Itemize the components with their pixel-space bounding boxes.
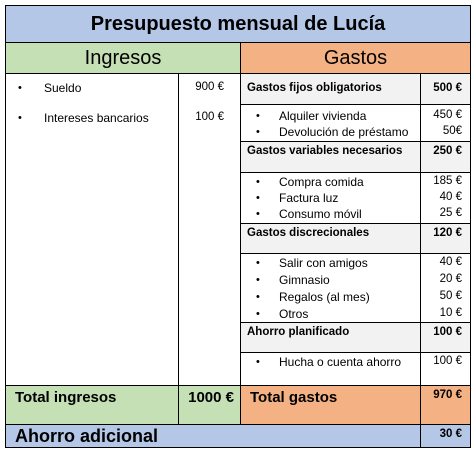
bullet-icon: •	[256, 291, 260, 303]
expense-items-cell: • Compra comida • Factura luz • Consumo …	[240, 172, 421, 224]
expense-group-name-cell: Gastos discrecionales	[240, 223, 421, 254]
extra-savings-label: Ahorro adicional	[15, 426, 159, 446]
total-expenses-amount: 970 €	[433, 389, 462, 401]
bullet-icon: •	[256, 356, 260, 368]
expense-item-amount: 25 €	[439, 207, 462, 219]
expense-item-label: Consumo móvil	[279, 207, 362, 221]
expense-item-amount: 40 €	[439, 256, 462, 268]
expense-group-name: Gastos fijos obligatorios	[247, 82, 382, 94]
income-item-amount: 100 €	[195, 111, 224, 123]
expense-item-label: Otros	[279, 307, 309, 321]
expense-amounts-cell: 185 € 40 € 25 €	[420, 172, 471, 224]
expense-amounts-cell: 40 € 20 € 50 € 10 €	[420, 253, 471, 323]
income-header: Ingresos	[5, 42, 241, 74]
expense-group-amount-cell: 500 €	[420, 73, 471, 105]
expense-item-label: Devolución de préstamo	[279, 125, 409, 139]
budget-title: Presupuesto mensual de Lucía	[5, 5, 471, 43]
expense-item-label: Compra comida	[279, 175, 364, 189]
extra-savings-amount-cell: 30 €	[420, 424, 471, 448]
bullet-icon: •	[256, 176, 260, 188]
expense-group-amount-cell: 120 €	[420, 223, 471, 254]
expense-group-name: Gastos discrecionales	[247, 227, 370, 239]
expense-item-amount: 185 €	[433, 175, 462, 187]
expenses-header: Gastos	[240, 42, 471, 74]
expense-amounts-cell: 100 €	[420, 352, 471, 386]
expense-items-cell: • Alquiler vivienda • Devolución de prés…	[240, 104, 421, 142]
expense-group-amount-cell: 250 €	[420, 141, 471, 173]
income-item-label: Sueldo	[44, 81, 82, 95]
total-income-amount-cell: 1000 €	[178, 385, 241, 425]
bullet-icon: •	[256, 208, 260, 220]
expense-group-name: Ahorro planificado	[247, 326, 350, 338]
expense-group-amount: 120 €	[433, 227, 462, 239]
expense-item-label: Factura luz	[279, 191, 339, 205]
expense-item-label: Regalos (al mes)	[279, 290, 370, 304]
bullet-icon: •	[18, 112, 22, 124]
expense-item-amount: 40 €	[439, 191, 462, 203]
income-amounts-cell: 900 € 100 €	[178, 73, 241, 386]
expense-item-amount: 100 €	[433, 355, 462, 367]
total-expenses-label: Total gastos	[250, 389, 338, 406]
extra-savings-label-cell: Ahorro adicional	[5, 424, 421, 448]
income-items-cell: • Sueldo • Intereses bancarios	[5, 73, 179, 386]
bullet-icon: •	[256, 126, 260, 138]
expense-item-label: Gimnasio	[279, 273, 330, 287]
total-income-label: Total ingresos	[15, 389, 117, 406]
expense-group-amount: 500 €	[433, 82, 462, 94]
expense-item-amount: 10 €	[439, 307, 462, 319]
expense-group-amount: 100 €	[433, 326, 462, 338]
expense-item-label: Hucha o cuenta ahorro	[279, 355, 402, 369]
total-income-amount: 1000 €	[188, 389, 234, 406]
expense-group-amount: 250 €	[433, 145, 462, 157]
total-expenses-label-cell: Total gastos	[240, 385, 421, 425]
bullet-icon: •	[256, 257, 260, 269]
expense-item-amount: 50€	[442, 125, 462, 137]
income-item-label: Intereses bancarios	[44, 111, 149, 125]
bullet-icon: •	[256, 308, 260, 320]
expense-item-amount: 50 €	[439, 290, 462, 302]
total-income-label-cell: Total ingresos	[5, 385, 179, 425]
extra-savings-amount: 30 €	[439, 428, 462, 440]
expense-items-cell: • Hucha o cuenta ahorro	[240, 352, 421, 386]
income-item-amount: 900 €	[195, 81, 224, 93]
bullet-icon: •	[256, 192, 260, 204]
expense-group-amount-cell: 100 €	[420, 322, 471, 353]
expense-item-label: Salir con amigos	[279, 256, 368, 270]
bullet-icon: •	[18, 82, 22, 94]
total-expenses-amount-cell: 970 €	[420, 385, 471, 425]
expense-items-cell: • Salir con amigos • Gimnasio • Regalos …	[240, 253, 421, 323]
expense-item-amount: 450 €	[433, 109, 462, 121]
expense-group-name-cell: Gastos variables necesarios	[240, 141, 421, 173]
bullet-icon: •	[256, 274, 260, 286]
expense-amounts-cell: 450 € 50€	[420, 104, 471, 142]
expense-group-name-cell: Gastos fijos obligatorios	[240, 73, 421, 105]
bullet-icon: •	[256, 110, 260, 122]
expense-item-label: Alquiler vivienda	[279, 109, 367, 123]
expense-group-name-cell: Ahorro planificado	[240, 322, 421, 353]
expense-item-amount: 20 €	[439, 273, 462, 285]
expense-group-name: Gastos variables necesarios	[247, 145, 403, 157]
